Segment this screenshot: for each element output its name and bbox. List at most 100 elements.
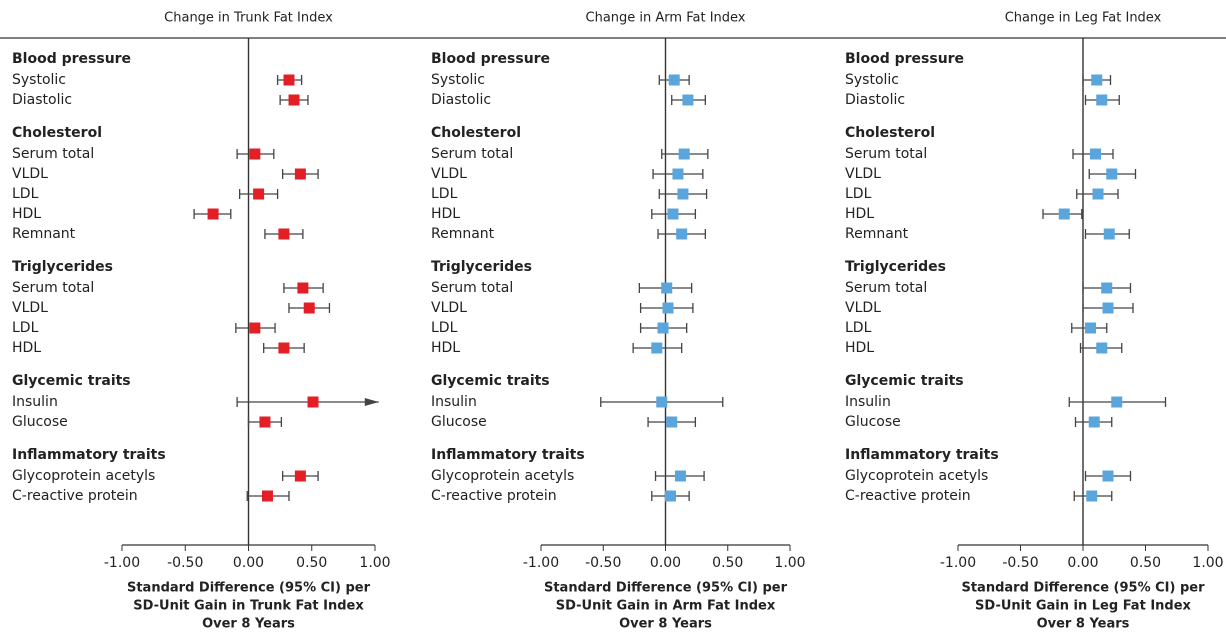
group-label: Glycemic traits: [845, 373, 964, 389]
row-label: Remnant: [12, 226, 76, 242]
row-label: HDL: [431, 206, 460, 222]
panel-title: Change in Leg Fat Index: [1005, 11, 1162, 26]
row-label: HDL: [12, 206, 41, 222]
point-estimate: [1092, 188, 1104, 200]
row-label: Diastolic: [845, 92, 905, 108]
point-estimate: [249, 148, 261, 160]
group-label: Inflammatory traits: [12, 447, 166, 463]
row-label: Glucose: [845, 414, 901, 430]
row-label: Remnant: [431, 226, 495, 242]
point-estimate: [278, 228, 290, 240]
group-label: Blood pressure: [431, 51, 550, 67]
x-axis-label: SD-Unit Gain in Arm Fat Index: [556, 599, 776, 614]
point-estimate: [249, 322, 261, 334]
row-label: Insulin: [12, 394, 58, 410]
panel-title: Change in Arm Fat Index: [586, 11, 746, 26]
row-label: Serum total: [12, 146, 94, 162]
point-estimate: [261, 490, 273, 502]
row-label: VLDL: [12, 166, 48, 182]
x-tick-label: 1.00: [359, 555, 390, 571]
x-tick-label: -1.00: [940, 555, 976, 571]
row-label: Serum total: [431, 280, 513, 296]
x-axis-label: Over 8 Years: [202, 617, 295, 632]
row-label: VLDL: [845, 300, 881, 316]
x-tick-label: 0.50: [712, 555, 743, 571]
row-label: C-reactive protein: [12, 488, 138, 504]
row-label: VLDL: [12, 300, 48, 316]
x-tick-label: 0.00: [650, 555, 681, 571]
point-estimate: [297, 282, 309, 294]
point-estimate: [288, 94, 300, 106]
x-tick-label: 0.50: [296, 555, 327, 571]
point-estimate: [656, 396, 668, 408]
x-axis-label: SD-Unit Gain in Trunk Fat Index: [133, 599, 364, 614]
row-label: Glycoprotein acetyls: [845, 468, 988, 484]
x-axis-label: SD-Unit Gain in Leg Fat Index: [975, 599, 1191, 614]
row-label: VLDL: [431, 166, 467, 182]
point-estimate: [677, 188, 689, 200]
ci-arrow: [364, 398, 379, 406]
x-axis-label: Over 8 Years: [1037, 617, 1130, 632]
point-estimate: [1086, 490, 1098, 502]
point-estimate: [1102, 470, 1114, 482]
row-label: Insulin: [845, 394, 891, 410]
panel-title: Change in Trunk Fat Index: [164, 11, 333, 26]
group-label: Glycemic traits: [12, 373, 131, 389]
row-label: Serum total: [845, 146, 927, 162]
point-estimate: [651, 342, 663, 354]
point-estimate: [667, 208, 679, 220]
row-label: LDL: [845, 186, 872, 202]
row-label: Serum total: [431, 146, 513, 162]
x-axis-label: Standard Difference (95% CI) per: [961, 581, 1205, 596]
point-estimate: [672, 168, 684, 180]
point-estimate: [1085, 322, 1096, 334]
point-estimate: [662, 302, 674, 314]
point-estimate: [676, 228, 688, 240]
group-label: Blood pressure: [12, 51, 131, 67]
x-tick-label: -0.50: [1002, 555, 1038, 571]
point-estimate: [294, 470, 306, 482]
point-estimate: [278, 342, 290, 354]
row-label: LDL: [431, 320, 458, 336]
row-label: Glucose: [12, 414, 68, 430]
point-estimate: [682, 94, 694, 106]
row-label: Serum total: [12, 280, 94, 296]
row-label: LDL: [845, 320, 872, 336]
x-tick-label: -1.00: [523, 555, 559, 571]
point-estimate: [294, 168, 306, 180]
group-label: Cholesterol: [431, 125, 521, 141]
row-label: HDL: [845, 340, 874, 356]
row-label: Diastolic: [431, 92, 491, 108]
x-tick-label: -0.50: [585, 555, 621, 571]
group-label: Triglycerides: [12, 259, 113, 275]
point-estimate: [307, 396, 319, 408]
point-estimate: [303, 302, 315, 314]
point-estimate: [666, 416, 678, 428]
group-label: Blood pressure: [845, 51, 964, 67]
row-label: Systolic: [431, 72, 485, 88]
point-estimate: [1111, 396, 1123, 408]
row-label: Serum total: [845, 280, 927, 296]
x-tick-label: 1.00: [774, 555, 805, 571]
row-label: VLDL: [431, 300, 467, 316]
row-label: VLDL: [845, 166, 881, 182]
x-axis-label: Over 8 Years: [619, 617, 712, 632]
row-label: Glucose: [431, 414, 487, 430]
point-estimate: [253, 188, 265, 200]
point-estimate: [664, 490, 676, 502]
point-estimate: [283, 74, 295, 86]
point-estimate: [1091, 74, 1103, 86]
row-label: LDL: [431, 186, 458, 202]
x-tick-label: 1.00: [1192, 555, 1223, 571]
row-label: HDL: [12, 340, 41, 356]
row-label: HDL: [845, 206, 874, 222]
x-tick-label: -0.50: [167, 555, 203, 571]
point-estimate: [678, 148, 690, 160]
group-label: Inflammatory traits: [845, 447, 999, 463]
point-estimate: [1088, 416, 1100, 428]
point-estimate: [1096, 342, 1108, 354]
x-tick-label: 0.50: [1130, 555, 1161, 571]
row-label: LDL: [12, 186, 39, 202]
group-label: Inflammatory traits: [431, 447, 585, 463]
